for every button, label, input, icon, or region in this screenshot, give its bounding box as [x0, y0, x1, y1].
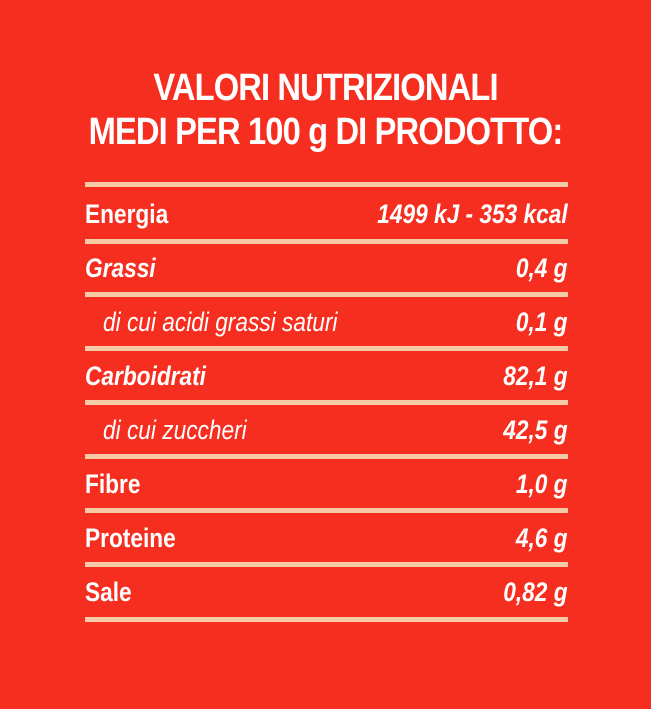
- row-zuccheri: di cui zuccheri 42,5 g: [85, 405, 568, 455]
- divider: [85, 617, 568, 622]
- row-value: 1499 kJ - 353 kcal: [377, 199, 568, 229]
- title-line-2: MEDI PER 100 g DI PRODOTTO:: [88, 111, 564, 153]
- divider: [85, 454, 568, 459]
- row-value: 4,6 g: [516, 523, 568, 553]
- row-grassi: Grassi 0,4 g: [85, 243, 568, 293]
- row-label: Fibre: [85, 469, 141, 499]
- title-line-1: VALORI NUTRIZIONALI: [153, 67, 498, 109]
- row-label: Sale: [85, 577, 132, 607]
- divider: [85, 292, 568, 297]
- row-label: Grassi: [85, 253, 156, 283]
- row-fibre: Fibre 1,0 g: [85, 459, 568, 509]
- row-value: 1,0 g: [516, 469, 568, 499]
- row-value: 0,4 g: [516, 253, 568, 283]
- row-proteine: Proteine 4,6 g: [85, 513, 568, 563]
- divider: [85, 182, 568, 187]
- divider: [85, 239, 568, 244]
- row-sale: Sale 0,82 g: [85, 567, 568, 617]
- divider: [85, 346, 568, 351]
- row-label: Energia: [85, 199, 169, 229]
- row-value: 0,1 g: [516, 307, 568, 337]
- row-label: di cui acidi grassi saturi: [103, 307, 338, 337]
- row-value: 0,82 g: [503, 577, 568, 607]
- row-energia: Energia 1499 kJ - 353 kcal: [85, 189, 568, 239]
- divider: [85, 400, 568, 405]
- row-value: 42,5 g: [503, 415, 568, 445]
- row-label: Carboidrati: [85, 361, 206, 391]
- row-grassi-saturi: di cui acidi grassi saturi 0,1 g: [85, 297, 568, 347]
- row-label: di cui zuccheri: [103, 415, 247, 445]
- row-label: Proteine: [85, 523, 176, 553]
- row-carboidrati: Carboidrati 82,1 g: [85, 351, 568, 401]
- row-value: 82,1 g: [503, 361, 568, 391]
- divider: [85, 508, 568, 513]
- divider: [85, 562, 568, 567]
